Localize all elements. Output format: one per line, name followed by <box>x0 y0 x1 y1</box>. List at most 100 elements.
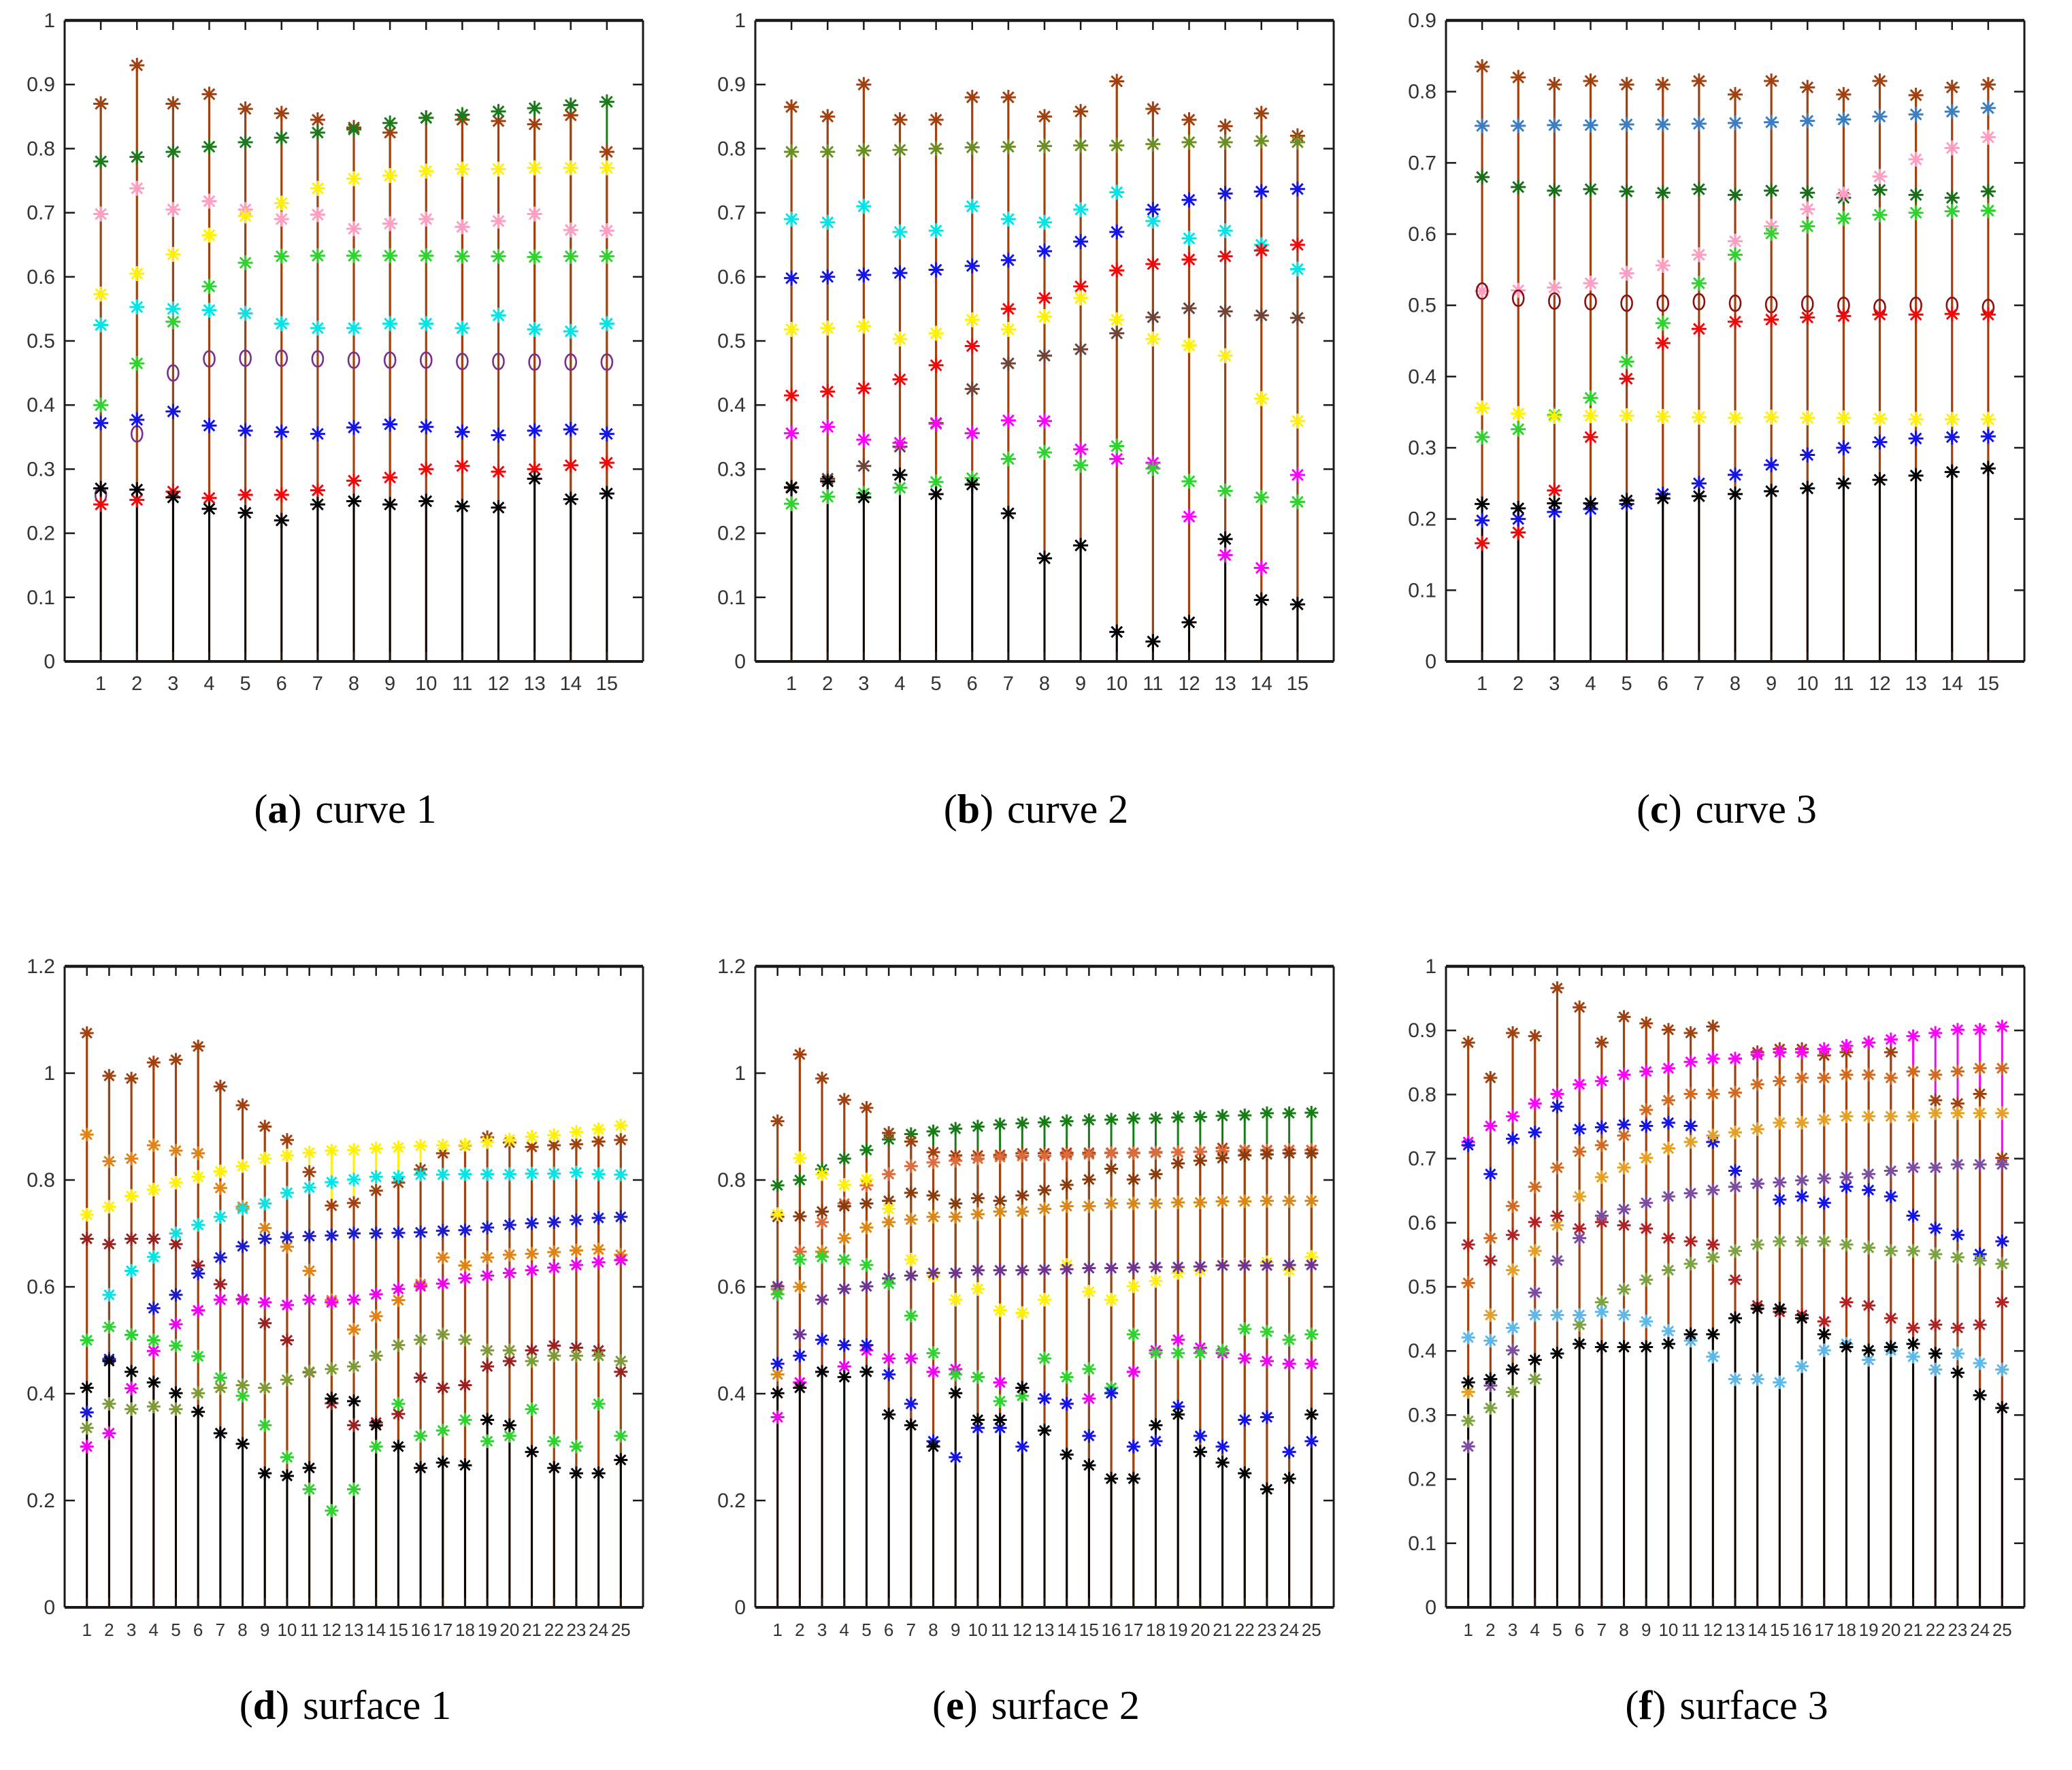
caption-paren-close: ) <box>1652 1683 1666 1728</box>
svg-text:21: 21 <box>1213 1620 1232 1640</box>
svg-text:23: 23 <box>566 1620 586 1640</box>
svg-text:19: 19 <box>1168 1620 1188 1640</box>
svg-text:0.6: 0.6 <box>717 1276 746 1298</box>
svg-text:0: 0 <box>44 1596 55 1619</box>
panel-b: 0 0.1 0.2 0.3 0.4 0.5 0.6 0.7 0.8 0.9 1 1 2 3 4 5 6 7 8 9 10… <box>691 0 1381 946</box>
svg-text:16: 16 <box>1102 1620 1121 1640</box>
svg-text:0.5: 0.5 <box>1408 295 1436 317</box>
svg-text:2: 2 <box>104 1620 114 1640</box>
svg-text:14: 14 <box>366 1620 386 1640</box>
svg-text:2: 2 <box>822 673 833 695</box>
svg-text:5: 5 <box>1622 673 1632 695</box>
stem-chart-curve-1: 00.10.20.30.40.50.60.70.80.911 2 3 4 5 6 7 8 9 10… <box>27 10 644 695</box>
caption-label: curve 2 <box>1007 787 1129 832</box>
caption-paren-close: ) <box>980 787 994 832</box>
svg-text:15: 15 <box>596 673 618 695</box>
caption-label: surface 3 <box>1679 1683 1828 1728</box>
panel-c: 0 0.1 0.2 0.3 0.4 0.5 0.6 0.7 0.8 0.9 1 2 3 4 5 6 7 8 9 10 1… <box>1381 0 2072 946</box>
svg-text:5: 5 <box>171 1620 180 1640</box>
svg-text:9: 9 <box>260 1620 269 1640</box>
svg-text:0.2: 0.2 <box>717 523 746 545</box>
caption-f: (f) surface 3 <box>1381 1667 2072 1770</box>
svg-text:0.1: 0.1 <box>27 587 55 609</box>
svg-text:6: 6 <box>193 1620 203 1640</box>
svg-text:15: 15 <box>1977 673 1999 695</box>
svg-text:5: 5 <box>931 673 942 695</box>
svg-text:0: 0 <box>44 651 55 673</box>
svg-text:9: 9 <box>951 1620 960 1640</box>
svg-text:0.6: 0.6 <box>27 1276 55 1298</box>
svg-text:9: 9 <box>384 673 395 695</box>
svg-text:0.8: 0.8 <box>717 137 746 160</box>
svg-text:13: 13 <box>1214 673 1236 695</box>
svg-text:0.9: 0.9 <box>717 73 746 96</box>
svg-text:0.7: 0.7 <box>717 202 746 225</box>
svg-text:2: 2 <box>131 673 142 695</box>
svg-text:5: 5 <box>861 1620 871 1640</box>
svg-text:23: 23 <box>1257 1620 1277 1640</box>
svg-text:7: 7 <box>216 1620 225 1640</box>
svg-text:13: 13 <box>523 673 545 695</box>
svg-text:18: 18 <box>1146 1620 1166 1640</box>
svg-text:10: 10 <box>1796 673 1818 695</box>
caption-label: surface 2 <box>991 1683 1140 1728</box>
caption-paren-open: ( <box>239 1683 253 1728</box>
svg-text:6: 6 <box>884 1620 893 1640</box>
caption-letter: b <box>957 787 981 832</box>
caption-letter: c <box>1650 787 1668 832</box>
svg-text:1: 1 <box>1477 673 1487 695</box>
svg-text:6: 6 <box>1658 673 1668 695</box>
caption-a: (a) curve 1 <box>0 721 691 946</box>
caption-b: (b) curve 2 <box>691 721 1381 946</box>
svg-text:0.4: 0.4 <box>717 394 746 416</box>
svg-text:0: 0 <box>734 1596 746 1619</box>
svg-text:0: 0 <box>734 651 746 673</box>
svg-text:15: 15 <box>1287 673 1309 695</box>
svg-text:13: 13 <box>344 1620 364 1640</box>
svg-text:12: 12 <box>1178 673 1200 695</box>
svg-text:14: 14 <box>1251 673 1272 695</box>
svg-text:12: 12 <box>1013 1620 1032 1640</box>
svg-text:14: 14 <box>560 673 582 695</box>
svg-text:8: 8 <box>348 673 359 695</box>
svg-text:0.3: 0.3 <box>717 458 746 480</box>
svg-text:0.4: 0.4 <box>1408 365 1436 388</box>
svg-text:12: 12 <box>1869 673 1890 695</box>
svg-text:0.9: 0.9 <box>27 73 55 96</box>
svg-text:0.8: 0.8 <box>27 137 55 160</box>
caption-label: curve 1 <box>315 787 437 832</box>
caption-d: (d) surface 1 <box>0 1667 691 1770</box>
svg-text:1: 1 <box>82 1620 91 1640</box>
svg-text:21: 21 <box>522 1620 542 1640</box>
caption-label: curve 3 <box>1695 787 1817 832</box>
stem-chart-surface-1: 00.20.40.60.811.21 2 3 4 5 6 7 8 9 10 11 12 13 14 15 16… <box>27 955 644 1640</box>
svg-text:0.1: 0.1 <box>1408 579 1436 602</box>
svg-text:3: 3 <box>167 673 178 695</box>
svg-text:0.3: 0.3 <box>1408 437 1436 459</box>
caption-c: (c) curve 3 <box>1381 721 2072 946</box>
caption-letter: e <box>946 1683 964 1728</box>
svg-text:1: 1 <box>734 10 746 32</box>
svg-text:11: 11 <box>991 1620 1009 1640</box>
svg-text:17: 17 <box>433 1620 453 1640</box>
svg-text:0.5: 0.5 <box>717 330 746 353</box>
svg-text:24: 24 <box>589 1620 608 1640</box>
svg-text:11: 11 <box>300 1620 318 1640</box>
svg-text:7: 7 <box>1003 673 1014 695</box>
caption-paren-close: ) <box>288 787 302 832</box>
caption-paren-open: ( <box>943 787 957 832</box>
svg-text:0.6: 0.6 <box>27 266 55 289</box>
caption-paren-close: ) <box>1668 787 1682 832</box>
svg-text:0.2: 0.2 <box>717 1490 746 1512</box>
svg-text:4: 4 <box>1585 673 1596 695</box>
svg-text:0.7: 0.7 <box>27 202 55 225</box>
svg-text:18: 18 <box>455 1620 475 1640</box>
svg-text:8: 8 <box>928 1620 938 1640</box>
svg-text:0.1: 0.1 <box>717 587 746 609</box>
svg-text:1.2: 1.2 <box>27 955 55 978</box>
svg-text:0.4: 0.4 <box>27 394 55 416</box>
caption-paren-open: ( <box>1625 1683 1639 1728</box>
svg-text:10: 10 <box>968 1620 987 1640</box>
svg-text:0.5: 0.5 <box>27 330 55 353</box>
